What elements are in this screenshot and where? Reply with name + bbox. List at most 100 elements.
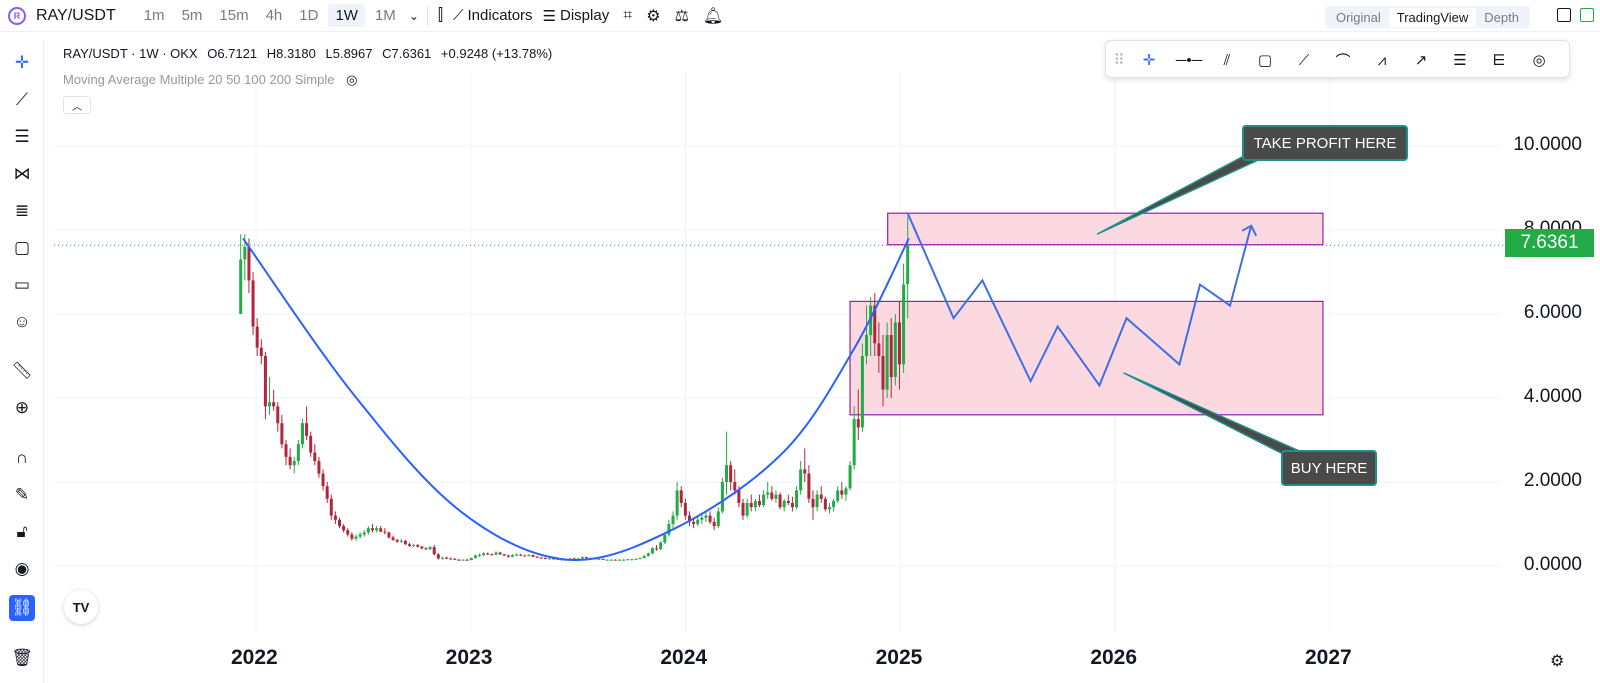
parallel-channel-icon[interactable]: ⫽ [1223, 51, 1231, 69]
candle-body [860, 356, 864, 428]
candle-body [494, 552, 498, 555]
timeframe-4h[interactable]: 4h [265, 7, 283, 24]
candle [844, 486, 848, 501]
take-profit-callout[interactable]: TAKE PROFIT HERE [1242, 125, 1408, 161]
line-tool-icon[interactable]: ⟋ [1298, 51, 1310, 69]
price-chart[interactable] [44, 32, 1600, 683]
lock-drawing-icon[interactable]: ✎ [14, 485, 30, 504]
time-tick-label: 2027 [1305, 646, 1352, 669]
curve-tool-icon[interactable]: ⌒ [1335, 52, 1351, 70]
candle [300, 419, 304, 449]
legend-title: RAY/USDT · 1W · OKX [63, 46, 198, 61]
candle-body [383, 531, 387, 533]
emoji-icon[interactable]: ☺ [13, 312, 31, 331]
candle [766, 482, 770, 499]
magnet-icon[interactable]: ∩ [15, 448, 29, 467]
candle-body [552, 558, 556, 560]
tab-tradingview[interactable]: TradingView [1388, 7, 1477, 27]
fib-lines-icon[interactable]: ☰ [1453, 52, 1467, 69]
candle-body [716, 511, 720, 527]
timeframe-15m[interactable]: 15m [219, 7, 249, 24]
chevron-down-icon[interactable]: ⌄ [408, 8, 419, 23]
time-tick-label: 2022 [231, 646, 278, 669]
drag-handle-icon[interactable]: ⠿ [1113, 52, 1125, 69]
timeframe-1m[interactable]: 1M [374, 7, 396, 24]
pattern-icon[interactable]: ⋈ [13, 164, 31, 183]
rectangle-tool-icon[interactable]: ▢ [1257, 52, 1273, 69]
window-layout-icon[interactable] [1557, 8, 1571, 22]
candle-type-icon[interactable]: ⫿ [437, 6, 443, 24]
fib-icon[interactable]: ☰ [14, 127, 30, 146]
compare-scale-icon[interactable]: ⚖ [674, 7, 689, 25]
crosshair-icon[interactable]: ✛ [14, 53, 30, 72]
gann-icon[interactable]: ⋿ [1492, 52, 1506, 69]
candle [725, 431, 729, 495]
fullscreen-icon[interactable] [1580, 8, 1594, 22]
candle [675, 482, 679, 520]
zoom-icon[interactable]: ⊕ [14, 398, 30, 417]
candle-body [350, 534, 354, 539]
candle [547, 558, 551, 560]
candle [284, 440, 288, 466]
candle-body [321, 473, 325, 487]
candle [346, 528, 350, 537]
candle-body [490, 554, 494, 556]
candle-body [482, 553, 486, 556]
candle [313, 444, 317, 466]
candle-body [387, 532, 391, 538]
candle-body [852, 419, 856, 466]
arrow-tool-icon[interactable]: ↗ [1414, 52, 1428, 69]
candle [432, 545, 436, 556]
trendline-icon[interactable]: ⟋ [16, 90, 28, 109]
display-button[interactable]: ☰ Display [543, 7, 610, 25]
tab-original[interactable]: Original [1335, 9, 1381, 25]
candle [823, 496, 827, 512]
candle-body [757, 500, 761, 506]
candle [498, 551, 502, 556]
unlock-icon[interactable]: 🔓︎ [16, 522, 28, 541]
axis-settings-gear-icon[interactable]: ⚙ [1550, 653, 1565, 670]
projection-path [906, 212, 1253, 388]
buy-callout[interactable]: BUY HERE [1281, 450, 1377, 486]
crosshair-tool-icon[interactable]: ✛ [1142, 52, 1156, 69]
candle-body [790, 503, 794, 508]
collapse-legend-button[interactable]: ︿ [63, 96, 91, 114]
indicators-button[interactable]: ⟋ Indicators [453, 7, 533, 24]
candle-body [605, 559, 609, 561]
candle-body [445, 557, 449, 559]
hide-eye-icon[interactable]: ◎ [346, 72, 358, 87]
horizontal-ray-icon[interactable]: ─•─ [1175, 51, 1203, 69]
link-icon[interactable]: ⛓ [9, 595, 35, 621]
timeframe-1d[interactable]: 1D [299, 7, 319, 24]
path-tool-icon[interactable]: ⩘ [1377, 51, 1387, 69]
candle-body [848, 465, 852, 489]
trash-icon[interactable]: 🗑︎ [11, 648, 33, 667]
tradingview-logo[interactable]: TV [64, 590, 98, 624]
alert-bell-icon[interactable]: 🔔︎ [702, 7, 724, 25]
ruler-icon[interactable]: 📏︎ [11, 361, 33, 380]
projection-icon[interactable]: ≣ [14, 201, 30, 220]
settings-gear-icon[interactable]: ⚙ [646, 7, 661, 25]
timeframe-5m[interactable]: 5m [181, 7, 203, 24]
circle-tool-icon[interactable]: ◎ [1532, 52, 1546, 69]
timeframe-1w[interactable]: 1W [328, 4, 365, 27]
candle-body [609, 559, 613, 561]
candle [889, 318, 893, 398]
candle-body [412, 545, 416, 546]
tab-depth[interactable]: Depth [1484, 9, 1519, 25]
timeframe-1m[interactable]: 1m [143, 7, 165, 24]
candle [790, 496, 794, 512]
symbol-selector[interactable]: RAY/USDT [36, 6, 116, 24]
candle [873, 293, 877, 356]
candle [642, 555, 646, 559]
candle-body [366, 528, 370, 533]
candle-body [819, 494, 823, 499]
candle-body [543, 558, 547, 560]
indicator-legend[interactable]: Moving Average Multiple 20 50 100 200 Si… [63, 72, 357, 88]
rectangle-icon[interactable]: ▢ [13, 238, 31, 257]
candle-body [634, 558, 638, 560]
candle [436, 553, 440, 560]
eye-icon[interactable]: ◉ [14, 559, 30, 578]
comment-icon[interactable]: ▭ [13, 275, 31, 294]
template-icon[interactable]: ⌗ [623, 6, 633, 24]
